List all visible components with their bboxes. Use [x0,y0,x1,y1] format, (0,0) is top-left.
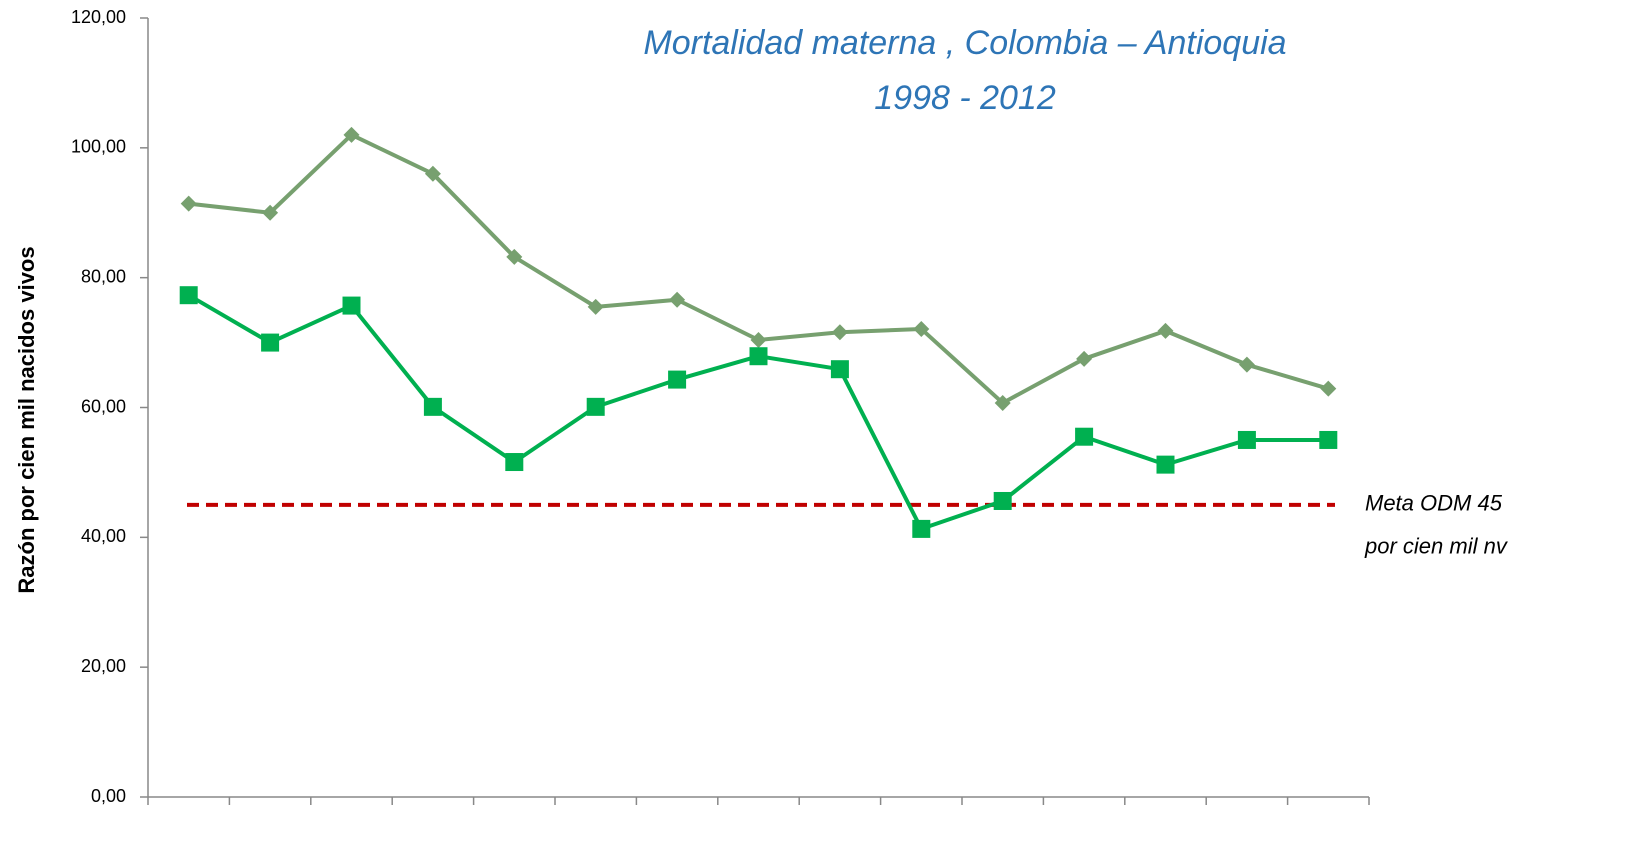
marker [669,291,686,308]
marker [1320,380,1337,397]
marker [179,286,198,305]
marker [1238,356,1255,373]
marker [913,320,930,337]
marker [262,204,279,221]
marker [749,347,768,366]
marker [586,397,605,416]
marker [993,491,1012,510]
marker [668,370,687,389]
marker [994,394,1011,411]
marker [1157,322,1174,339]
y-tick-label: 100,00 [71,137,126,157]
marker [912,519,931,538]
marker [506,248,523,265]
marker [587,298,604,315]
y-tick-label: 20,00 [81,656,126,676]
marker [261,333,280,352]
y-tick-label: 40,00 [81,526,126,546]
marker [750,331,767,348]
marker [1076,350,1093,367]
marker [505,453,524,472]
marker [1319,430,1338,449]
marker [1156,455,1175,474]
marker [343,126,360,143]
y-tick-label: 120,00 [71,7,126,27]
y-axis-label: Razón por cien mil nacidos vivos [14,246,39,593]
marker [831,324,848,341]
marker [180,195,197,212]
chart-title: Mortalidad materna , Colombia – Antioqui… [643,24,1286,62]
marker [423,397,442,416]
marker [830,360,849,379]
y-tick-label: 80,00 [81,266,126,286]
annotation: por cien mil nv [1364,534,1509,559]
marker [1237,430,1256,449]
series-line [187,293,1329,531]
chart-title: 1998 - 2012 [874,79,1056,117]
marker [342,296,361,315]
y-tick-label: 60,00 [81,396,126,416]
marker [1075,427,1094,446]
marker [424,165,441,182]
annotation: Meta ODM 45 [1365,491,1503,516]
y-tick-label: 0,00 [91,786,126,806]
